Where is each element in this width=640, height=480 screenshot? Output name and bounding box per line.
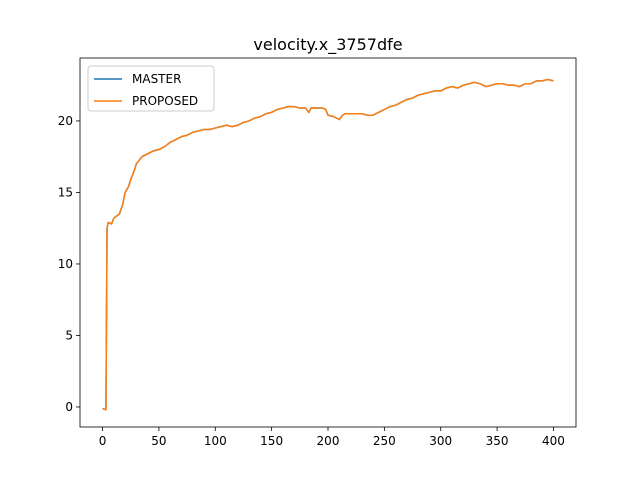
y-tick-label: 15	[58, 185, 73, 199]
x-tick-label: 300	[429, 434, 452, 448]
legend-box	[87, 65, 215, 112]
legend-label-proposed: PROPOSED	[132, 94, 198, 108]
y-tick-label: 20	[58, 114, 73, 128]
x-tick-label: 150	[260, 434, 283, 448]
series-line-proposed	[102, 78, 554, 411]
legend: MASTER PROPOSED	[87, 65, 215, 112]
x-tick-label: 400	[542, 434, 565, 448]
y-tick-label: 0	[65, 400, 73, 414]
plot-area	[102, 78, 554, 411]
y-tick-label: 5	[65, 328, 73, 342]
x-tick-label: 100	[204, 434, 227, 448]
x-tick-label: 200	[317, 434, 340, 448]
x-tick-label: 350	[486, 434, 509, 448]
x-tick-label: 0	[99, 434, 107, 448]
legend-label-master: MASTER	[132, 72, 181, 86]
x-tick-label: 50	[151, 434, 166, 448]
y-tick-label: 10	[58, 257, 73, 271]
axes: 0 50 100 150 200 250 300 350 400 0 5 10 15 20	[58, 57, 577, 448]
x-tick-label: 250	[373, 434, 396, 448]
chart-title: velocity.x_3757dfe	[253, 35, 402, 55]
